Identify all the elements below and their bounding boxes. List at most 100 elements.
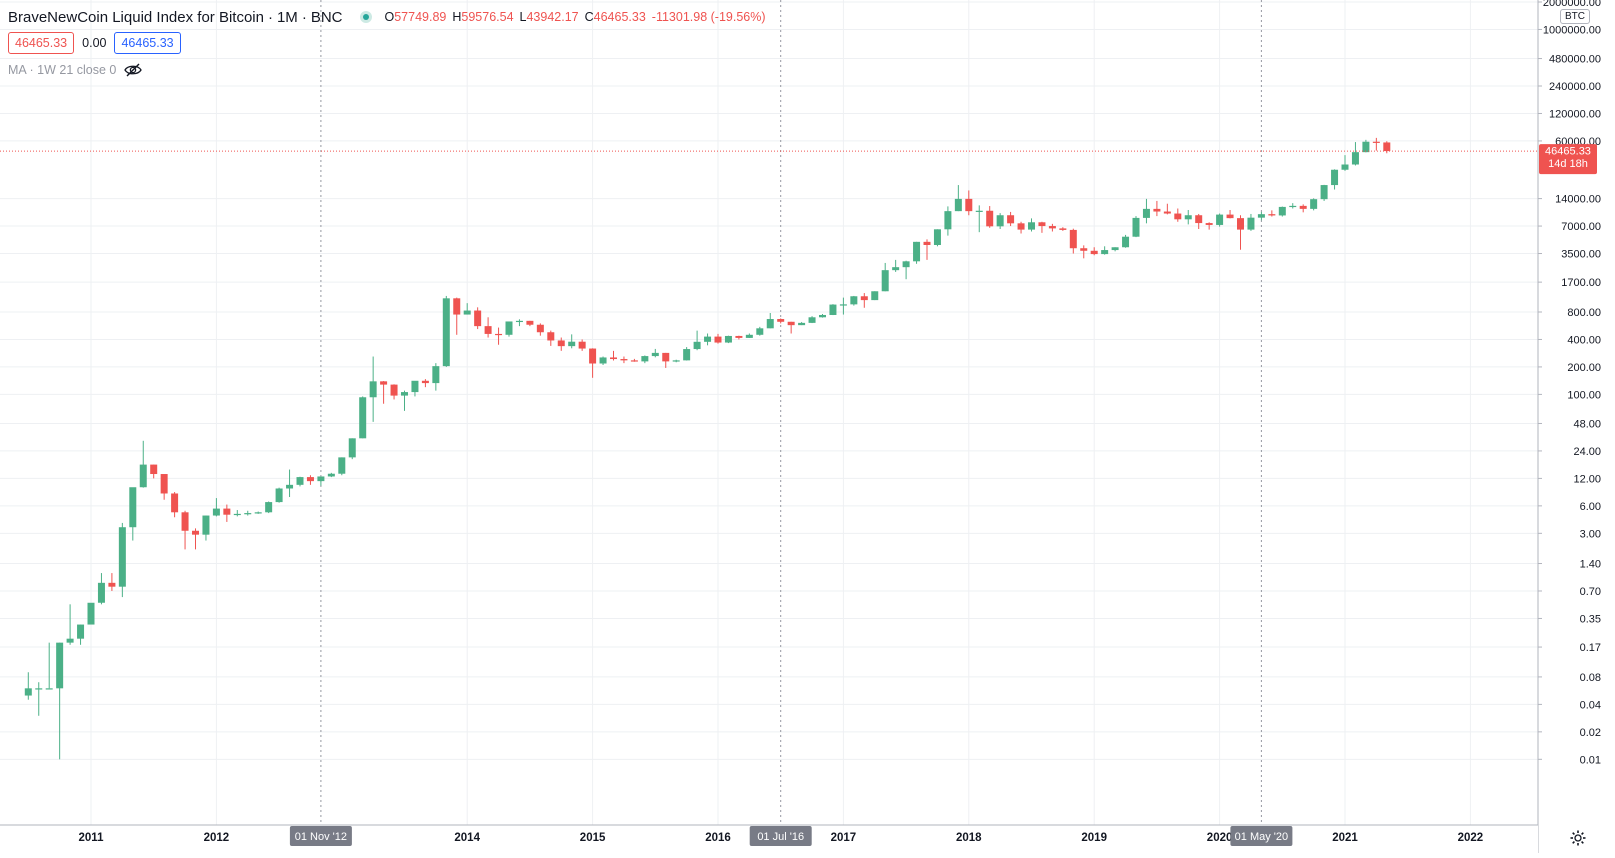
currency-badge[interactable]: BTC [1560,9,1590,24]
price-axis-tick-label: 400.00 [1567,334,1601,346]
candle-body [683,349,691,361]
time-axis-marker-tag-bg [289,826,352,846]
candle-body [1028,222,1035,230]
candle-body [1268,214,1276,216]
candle-body [954,198,962,212]
candle-body [975,210,983,212]
candle-body [944,211,952,230]
candle-body [777,319,785,322]
candle-body [181,512,189,531]
candle-body [589,348,597,364]
candle-body [369,381,377,398]
price-axis-tick-label: 240000.00 [1549,81,1601,93]
candle-body [244,513,252,515]
candle-body [1226,214,1234,219]
candle-body [1090,250,1098,255]
price-axis-tick-label: 14000.00 [1555,194,1601,206]
price-axis-tick-label: 2000000.00 [1543,0,1601,9]
time-axis-marker-tag-bg [749,826,812,846]
candle-body [714,336,722,343]
candle-body [641,356,649,362]
candle-body [1184,215,1192,220]
candle-body [1142,208,1150,218]
price-axis-tick-label: 800.00 [1567,307,1601,319]
price-axis-tick-label: 0.35 [1580,613,1601,625]
price-axis-tick-label: 0.70 [1580,586,1601,598]
candle-body [453,298,461,315]
candle-body [808,317,816,323]
price-axis-tick-label: 1000000.00 [1543,24,1601,36]
candle-body [620,359,628,361]
candle-body [1237,218,1244,230]
candle-body [474,310,482,327]
sell-price-pill[interactable]: 46465.33 [8,32,75,54]
candle-body [933,229,941,245]
interval-label[interactable]: 1M [276,8,298,26]
trade-pills: 46465.33 0.00 46465.33 [8,32,181,54]
candle-body [35,688,43,690]
price-axis-tick-label: 24.00 [1573,446,1601,458]
time-axis-tick-label: 2021 [1332,832,1358,844]
candle-body [233,513,241,516]
candle-body [254,512,262,514]
candle-body [724,335,732,343]
candle-body [160,474,168,494]
candle-body [1372,141,1380,143]
price-axis-background[interactable] [1538,0,1615,853]
candle-body [202,515,210,535]
candle-body [902,261,910,268]
candle-body [1038,222,1046,227]
price-axis-tick-label: 7000.00 [1561,221,1601,233]
candle-body [296,477,304,485]
candle-body [265,502,273,513]
ohlc-close: C46465.33 [584,10,646,24]
candle-body [630,360,638,362]
eye-off-icon[interactable] [124,62,143,78]
candle-body [192,530,199,535]
symbol-title[interactable]: BraveNewCoin Liquid Index for Bitcoin [8,8,264,26]
candle-body [495,333,503,336]
candle-body [1048,226,1056,229]
time-axis-tick-label: 2012 [204,832,230,844]
candle-body [1111,247,1119,251]
candle-body [892,267,900,271]
price-axis-tick-label: 100.00 [1567,389,1601,401]
candle-body [505,321,513,335]
market-status-icon[interactable] [360,11,373,23]
indicator-label[interactable]: MA · 1W 21 close 0 [8,63,117,77]
candle-body [1122,236,1130,248]
last-price-tag: 46465.33 14d 18h [1539,144,1597,175]
ohlc-open: O57749.89 [384,10,447,24]
buy-price-pill[interactable]: 46465.33 [114,32,181,54]
candle-body [275,488,283,503]
candle-body [986,210,994,227]
price-axis-tick-label: 1700.00 [1561,277,1601,289]
candle-body [662,352,670,362]
candle-body [87,602,95,625]
candle-body [432,366,440,384]
candle-body [1153,208,1161,212]
candle-body [1257,214,1265,218]
candle-body [24,688,32,696]
ohlc-low: L43942.17 [519,10,579,24]
time-axis-tick-label: 2022 [1458,832,1484,844]
candle-body [348,438,356,458]
date-marker-lines [320,0,1262,825]
gear-icon[interactable] [1569,829,1587,847]
time-axis-tick-label: 2020 [1207,832,1233,844]
last-price-value: 46465.33 [1545,146,1591,158]
candle-body [1101,250,1109,255]
time-axis-marker-tag-label: 01 May '20 [1235,831,1288,843]
price-axis-tick-label: 0.02 [1580,727,1601,739]
price-axis-tick-label: 0.01 [1580,754,1601,766]
price-axis-tick-label: 0.08 [1580,672,1601,684]
candle-body [693,341,701,350]
candle-body [1299,205,1307,209]
ohlc-change: -11301.98 (-19.56%) [651,10,766,24]
separator: · [301,8,307,26]
candle-body [442,298,450,367]
candle-body [1331,169,1339,186]
price-axis-tick-label: 120000.00 [1549,108,1601,120]
